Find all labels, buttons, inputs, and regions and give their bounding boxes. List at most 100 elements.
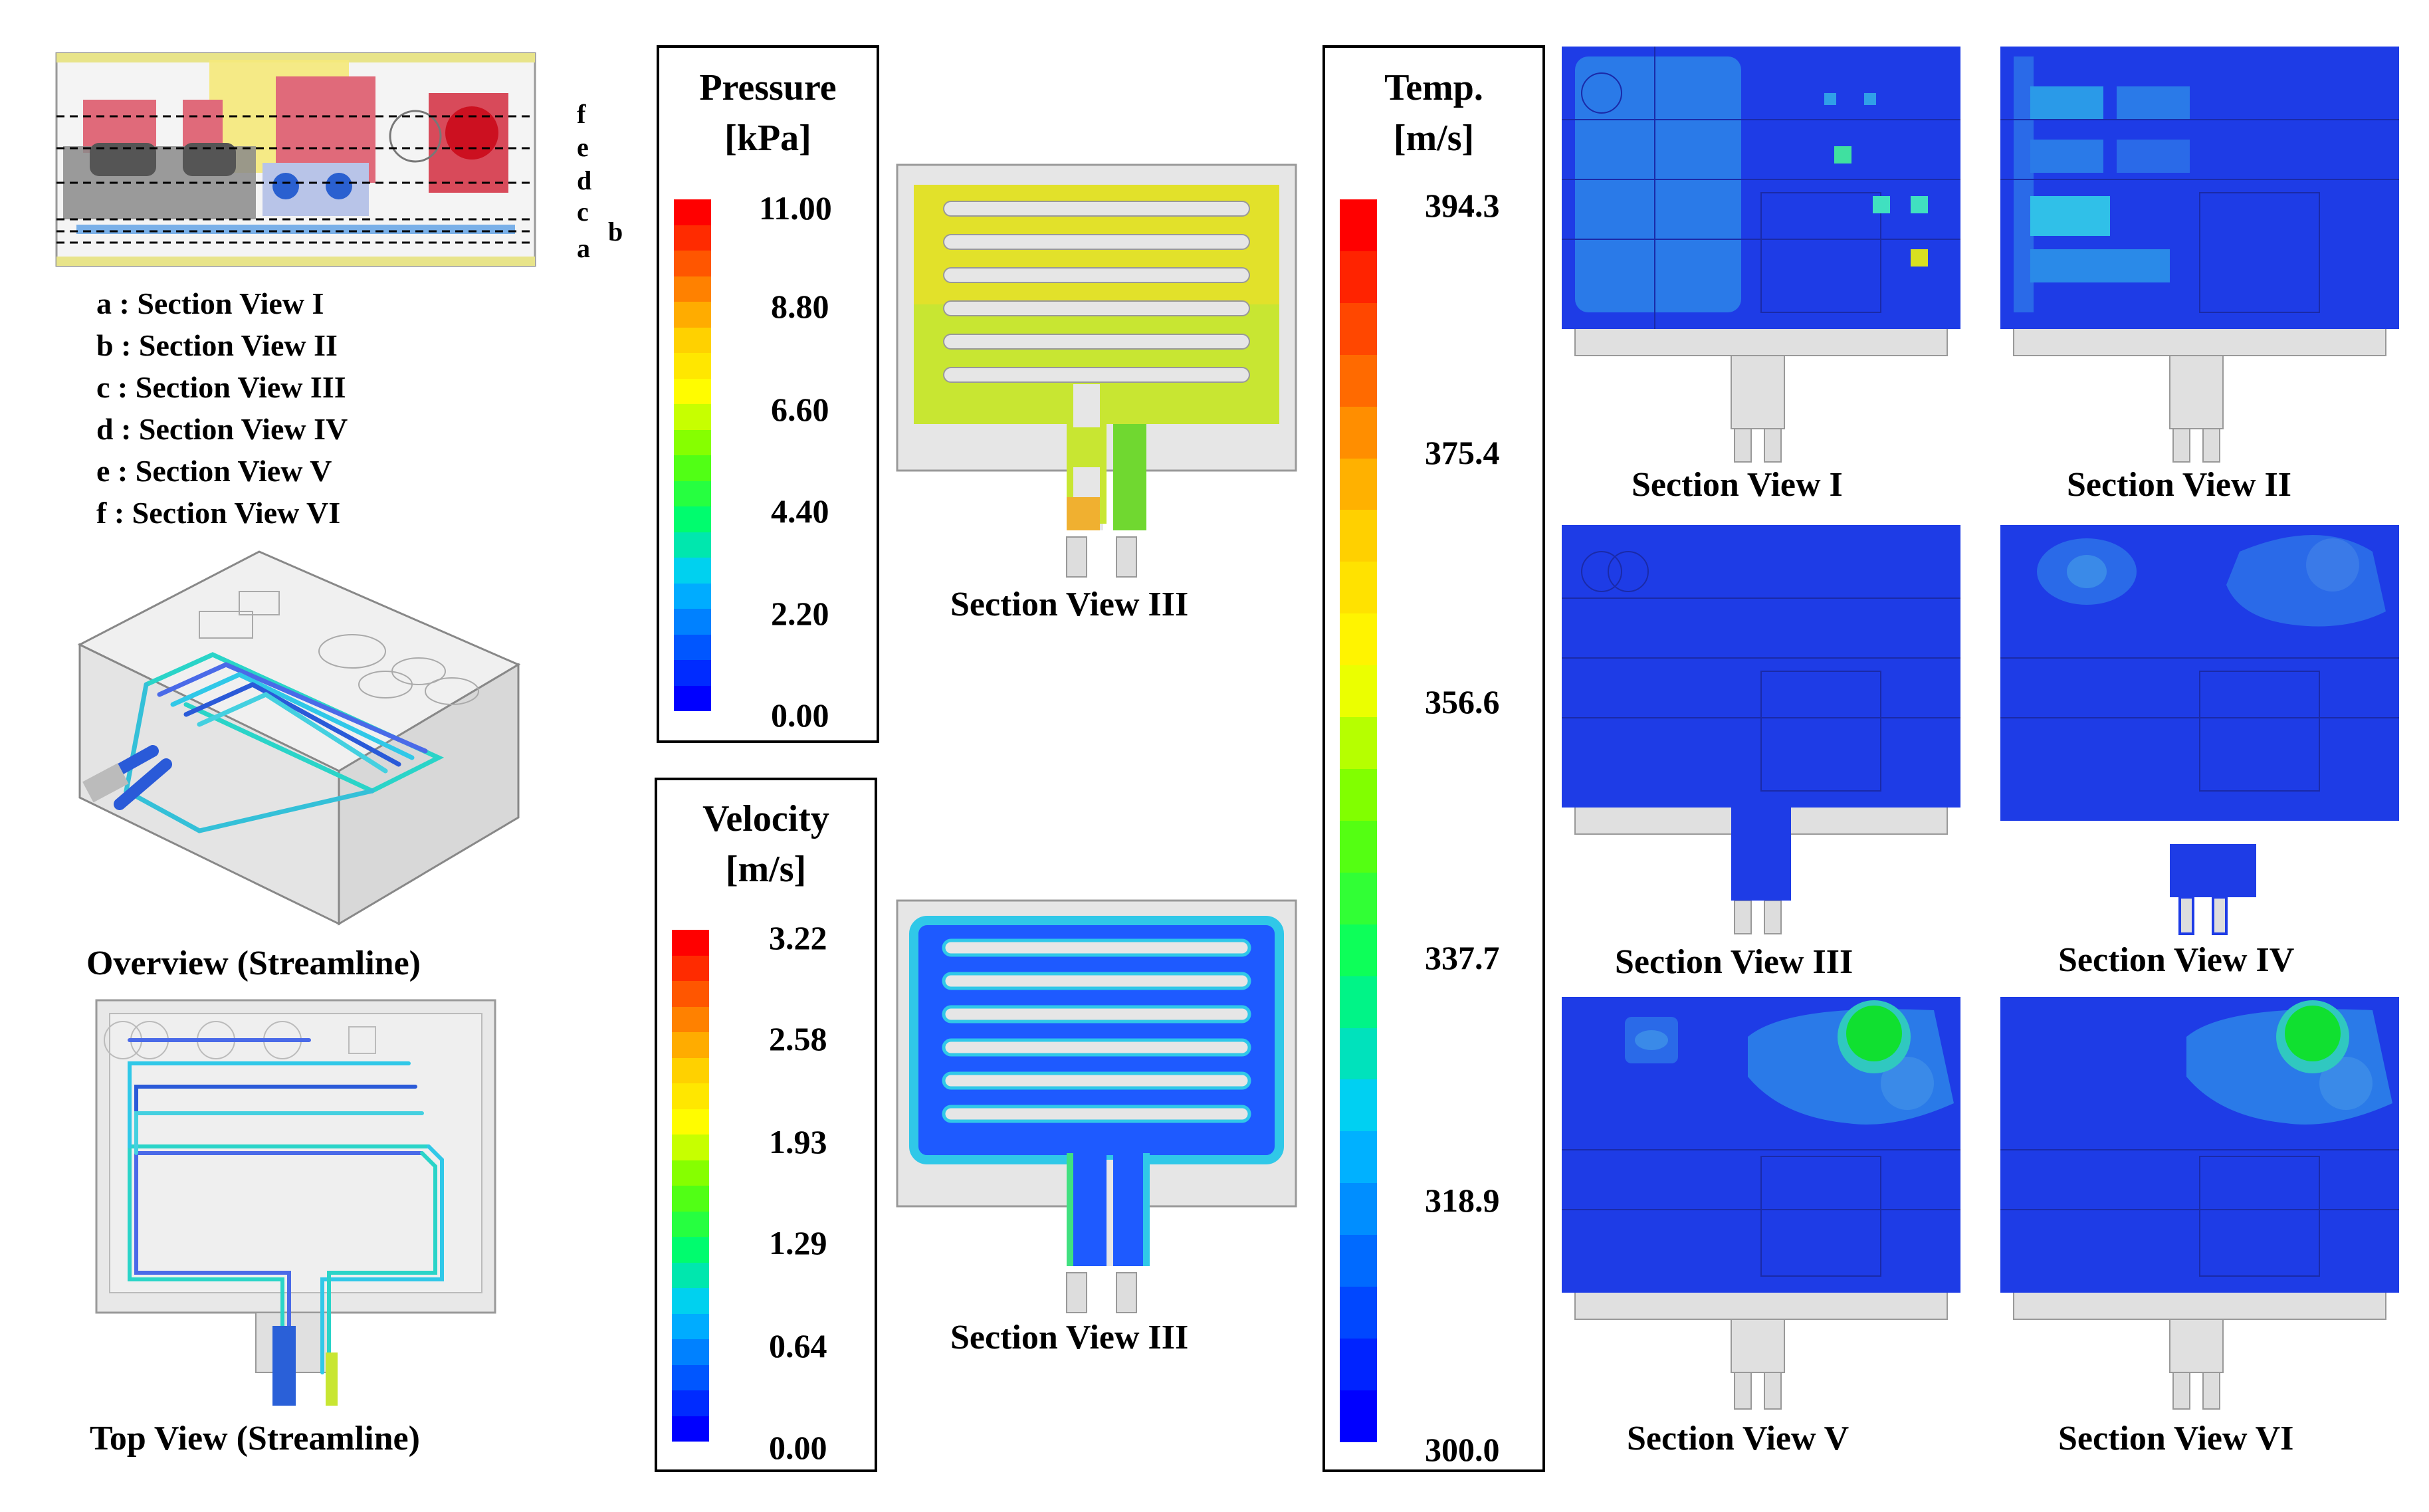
section-view-1-caption: Section View I: [1632, 466, 1843, 504]
colorbar-segment: [674, 404, 711, 430]
top-view-streamline-image: [95, 999, 496, 1406]
colorbar-segment: [1340, 820, 1377, 873]
colorbar-segment: [1340, 924, 1377, 976]
section-view-2-image: [2000, 47, 2399, 463]
pressure-tick: 0.00: [771, 697, 829, 734]
legend-item-d: d : Section View IV: [96, 412, 348, 446]
colorbar-segment: [674, 378, 711, 404]
temperature-tick: 300.0: [1425, 1431, 1500, 1468]
colorbar-segment: [674, 327, 711, 353]
colorbar-segment: [672, 1262, 709, 1288]
colorbar-segment: [672, 1313, 709, 1339]
temperature-title: Temp.: [1384, 67, 1483, 108]
cross-section-schematic: [55, 52, 536, 267]
section-view-5-caption: Section View V: [1627, 1420, 1849, 1458]
velocity-tick: 3.22: [769, 919, 827, 956]
colorbar-segment: [672, 1032, 709, 1058]
colorbar-segment: [1340, 976, 1377, 1028]
colorbar-segment: [674, 353, 711, 379]
pressure-colorbar-box: Pressure [kPa] 11.00 8.80 6.60 4.40 2.20…: [657, 45, 879, 743]
velocity-tick: 2.58: [769, 1020, 827, 1057]
velocity-tick: 0.64: [769, 1327, 827, 1364]
velocity-section-image: [896, 899, 1297, 1313]
colorbar-segment: [672, 1160, 709, 1186]
colorbar-segment: [672, 1186, 709, 1212]
colorbar-segment: [674, 558, 711, 584]
temperature-tick: 394.3: [1425, 187, 1500, 224]
colorbar-segment: [1340, 613, 1377, 666]
colorbar-segment: [1340, 1287, 1377, 1339]
pressure-section-image: [896, 163, 1297, 578]
legend-item-a: a : Section View I: [96, 286, 324, 320]
pressure-unit: [kPa]: [724, 118, 811, 159]
colorbar-segment: [672, 930, 709, 956]
colorbar-segment: [672, 955, 709, 981]
colorbar-segment: [674, 199, 711, 225]
section-view-4-caption: Section View IV: [2058, 941, 2295, 979]
colorbar-segment: [672, 1364, 709, 1390]
colorbar-segment: [674, 225, 711, 251]
colorbar-segment: [674, 583, 711, 609]
pressure-tick: 8.80: [771, 288, 829, 325]
colorbar-segment: [1340, 768, 1377, 821]
pressure-tick: 4.40: [771, 492, 829, 530]
colorbar-segment: [672, 981, 709, 1007]
colorbar-segment: [672, 1237, 709, 1263]
section-view-5-image: [1562, 997, 1960, 1410]
colorbar-segment: [1340, 251, 1377, 303]
temperature-gradient-bar: [1340, 199, 1377, 1442]
legend-item-e: e : Section View V: [96, 454, 332, 488]
temperature-tick: 375.4: [1425, 434, 1500, 471]
section-view-3-image: [1562, 525, 1960, 934]
section-letter-d: d: [577, 165, 592, 195]
colorbar-segment: [1340, 510, 1377, 562]
colorbar-segment: [674, 455, 711, 481]
colorbar-segment: [674, 506, 711, 532]
velocity-tick: 1.29: [769, 1224, 827, 1261]
colorbar-segment: [674, 634, 711, 660]
colorbar-segment: [674, 302, 711, 328]
temperature-tick: 337.7: [1425, 939, 1500, 976]
legend-item-c: c : Section View III: [96, 370, 346, 404]
colorbar-segment: [672, 1109, 709, 1134]
section-letter-f: f: [577, 99, 586, 129]
colorbar-segment: [1340, 665, 1377, 718]
temperature-unit: [m/s]: [1393, 118, 1475, 159]
colorbar-segment: [672, 1288, 709, 1314]
section-view-4-image: [2000, 525, 2399, 935]
colorbar-segment: [1340, 872, 1377, 924]
colorbar-segment: [674, 685, 711, 711]
colorbar-segment: [672, 1134, 709, 1160]
section-view-6-caption: Section View VI: [2058, 1420, 2294, 1458]
colorbar-segment: [674, 660, 711, 686]
colorbar-segment: [1340, 1390, 1377, 1442]
pressure-tick: 11.00: [759, 189, 832, 227]
section-view-1-image: [1562, 47, 1960, 463]
colorbar-segment: [672, 1006, 709, 1032]
colorbar-segment: [1340, 1131, 1377, 1184]
pressure-tick: 6.60: [771, 391, 829, 428]
section-view-6-image: [2000, 997, 2399, 1410]
colorbar-segment: [674, 532, 711, 558]
colorbar-segment: [1340, 1027, 1377, 1080]
temperature-tick: 318.9: [1425, 1182, 1500, 1219]
top-view-caption: Top View (Streamline): [90, 1420, 420, 1458]
colorbar-segment: [672, 1083, 709, 1109]
colorbar-segment: [1340, 199, 1377, 251]
section-view-3-caption: Section View III: [1615, 943, 1853, 981]
temperature-colorbar-box: Temp. [m/s] 394.3 375.4 356.6 337.7 318.…: [1322, 45, 1545, 1472]
colorbar-segment: [1340, 302, 1377, 355]
section-letter-e: e: [577, 132, 589, 162]
velocity-tick: 1.93: [769, 1123, 827, 1160]
overview-streamline-image: [66, 550, 525, 926]
colorbar-segment: [672, 1390, 709, 1416]
colorbar-segment: [1340, 1183, 1377, 1236]
legend-item-f: f : Section View VI: [96, 496, 341, 530]
section-letter-a: a: [577, 233, 590, 263]
velocity-gradient-bar: [672, 930, 709, 1442]
colorbar-segment: [674, 251, 711, 276]
colorbar-segment: [1340, 1338, 1377, 1390]
velocity-colorbar-box: Velocity [m/s] 3.22 2.58 1.93 1.29 0.64 …: [655, 778, 877, 1472]
pressure-section-caption: Section View III: [950, 586, 1189, 623]
temperature-tick: 356.6: [1425, 683, 1500, 720]
